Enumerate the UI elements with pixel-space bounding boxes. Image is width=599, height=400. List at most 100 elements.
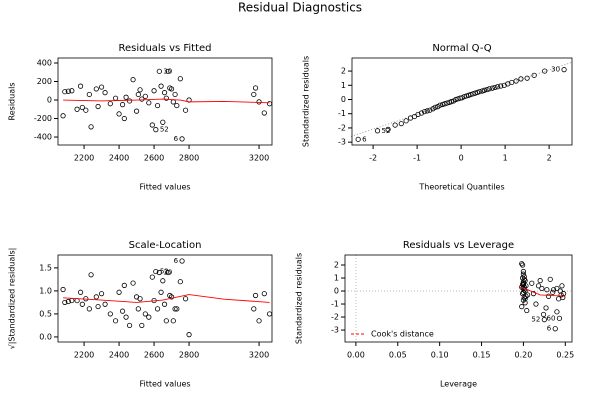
point: [153, 268, 159, 275]
point: [561, 67, 567, 73]
plot-frame: [344, 254, 573, 343]
panel-title: Scale-Location: [129, 240, 202, 251]
point: [432, 104, 438, 110]
legend-label: Cook's distance: [371, 330, 434, 339]
point: [170, 318, 176, 324]
point-label: 6: [174, 135, 179, 143]
x-tick-label: 1: [503, 154, 508, 163]
point: [126, 98, 133, 104]
point: [509, 79, 515, 86]
point: [60, 286, 66, 293]
point: [489, 85, 495, 91]
point: [172, 306, 178, 312]
x-tick-label: 0.10: [431, 351, 449, 360]
panel-title: Normal Q-Q: [432, 43, 491, 54]
point: [135, 306, 141, 312]
point: [98, 291, 105, 297]
point: [520, 285, 527, 292]
x-tick-label: 2200: [74, 154, 94, 163]
point: [392, 122, 398, 128]
point: [251, 91, 257, 98]
point-label: 60: [547, 314, 556, 322]
point: [86, 306, 92, 312]
y-tick-label: -3: [338, 138, 346, 147]
point: [486, 86, 492, 92]
point: [86, 91, 92, 98]
point: [385, 126, 391, 132]
point: [256, 99, 262, 105]
point: [139, 322, 145, 329]
point: [149, 274, 155, 280]
point: [160, 119, 166, 125]
point: [556, 315, 563, 321]
point: [182, 296, 189, 302]
point: [533, 301, 539, 307]
y-tick-label: 400: [37, 58, 52, 67]
point: [461, 94, 467, 100]
x-tick-label: -1: [413, 154, 421, 163]
point: [542, 68, 548, 74]
point: [88, 124, 94, 130]
point: [182, 107, 189, 113]
point: [168, 294, 175, 300]
point: [498, 83, 504, 89]
y-tick-label: 1.5: [39, 263, 52, 272]
x-tick-label: 0.25: [556, 351, 574, 360]
point: [524, 75, 530, 81]
point: [130, 77, 136, 83]
point: [149, 122, 155, 128]
point: [165, 269, 171, 276]
point: [453, 96, 459, 103]
figure-title: Residual Diagnostics: [238, 1, 362, 15]
y-axis-label: Standardized residuals: [295, 253, 304, 344]
point: [123, 94, 129, 100]
smooth-line: [63, 294, 270, 303]
point: [531, 72, 537, 78]
point: [424, 108, 430, 114]
point: [535, 283, 542, 289]
point: [119, 102, 126, 108]
point: [156, 269, 162, 276]
point: [116, 289, 122, 295]
point: [539, 285, 545, 292]
smooth-line: [519, 286, 566, 297]
point: [519, 275, 526, 281]
y-tick-label: -3: [331, 326, 339, 335]
point: [448, 99, 455, 105]
point: [154, 102, 161, 109]
point: [98, 84, 105, 90]
point: [62, 89, 68, 95]
point: [93, 294, 99, 300]
panel-title: Residuals vs Fitted: [118, 43, 211, 54]
point: [77, 83, 84, 89]
point-label: 52: [160, 126, 169, 134]
point: [74, 106, 80, 112]
point-label: 30: [551, 66, 560, 74]
point: [174, 102, 180, 109]
point: [529, 280, 535, 286]
point: [161, 90, 168, 96]
x-axis-label: Theoretical Quantiles: [418, 183, 504, 192]
point: [172, 91, 178, 98]
point: [163, 95, 169, 101]
point: [139, 96, 145, 102]
point: [256, 318, 262, 324]
point: [545, 293, 552, 299]
y-tick-label: -1: [338, 109, 346, 118]
y-tick-label: -1: [331, 300, 339, 309]
point: [146, 100, 152, 106]
point: [163, 318, 169, 324]
point: [119, 308, 126, 314]
point: [398, 121, 404, 127]
point: [177, 279, 183, 285]
point: [520, 289, 527, 295]
y-tick-label: 1: [334, 274, 339, 283]
point: [427, 107, 433, 113]
y-tick-label: 0: [341, 95, 346, 104]
y-tick-label: -2: [338, 123, 346, 132]
x-tick-label: 2800: [179, 351, 199, 360]
x-tick-label: 3200: [249, 351, 269, 360]
y-tick-label: 1: [341, 81, 346, 90]
point-label: 30: [163, 268, 172, 276]
x-tick-label: 0.15: [473, 351, 491, 360]
